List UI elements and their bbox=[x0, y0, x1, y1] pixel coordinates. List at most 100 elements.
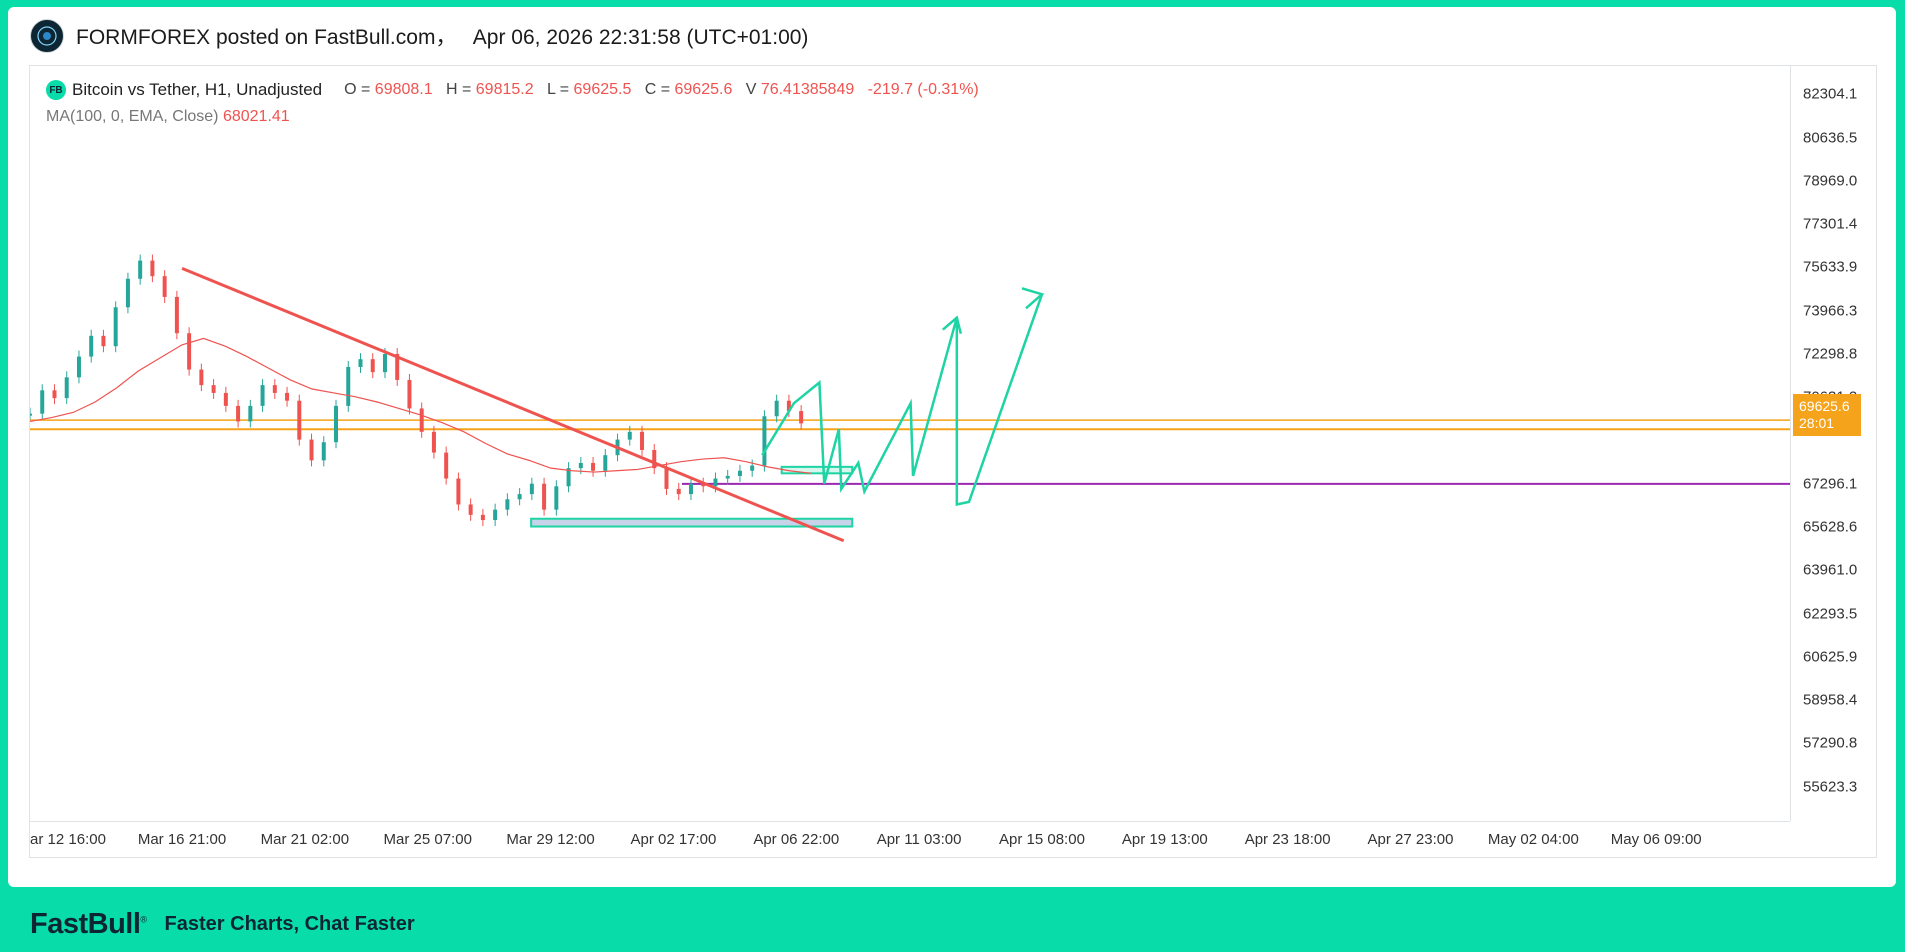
candle-body bbox=[370, 359, 375, 373]
candle-body bbox=[786, 400, 791, 412]
candle-body bbox=[76, 356, 81, 378]
y-tick-label: 65628.6 bbox=[1803, 518, 1858, 536]
candle-body bbox=[30, 413, 32, 416]
candle-body bbox=[223, 392, 228, 406]
x-tick-label: Mar 29 12:00 bbox=[506, 831, 595, 848]
support-zone bbox=[530, 517, 854, 528]
y-tick-label: 78969.0 bbox=[1803, 172, 1858, 190]
candle-body bbox=[199, 369, 204, 386]
candle-body bbox=[101, 335, 106, 347]
fastbull-logo[interactable]: FastBull® bbox=[30, 907, 147, 940]
chart-container[interactable]: 82304.1 80636.5 78969.0 77301.4 75633.9 73966… bbox=[29, 65, 1877, 858]
candle-body bbox=[799, 411, 804, 424]
candle-body bbox=[493, 509, 498, 521]
candle-body bbox=[664, 468, 669, 489]
candle-body bbox=[713, 478, 718, 487]
time-axis[interactable]: ar 12 16:00 Mar 16 21:00 Mar 21 02:00 Mar 2… bbox=[30, 821, 1790, 858]
candle-body bbox=[309, 439, 314, 461]
candle-body bbox=[627, 431, 632, 440]
candle-body bbox=[554, 486, 559, 510]
candle-body bbox=[40, 390, 45, 414]
candle-body bbox=[591, 462, 596, 471]
bar-countdown: 28:01 bbox=[1799, 415, 1835, 431]
candle-body bbox=[676, 488, 681, 495]
candle-body bbox=[762, 416, 767, 466]
candle-body bbox=[505, 499, 510, 510]
symbol-title[interactable]: Bitcoin vs Tether, H1, Unadjusted bbox=[72, 80, 323, 99]
candle-body bbox=[297, 400, 302, 440]
x-tick-label: Mar 25 07:00 bbox=[383, 831, 472, 848]
x-tick-label: Mar 21 02:00 bbox=[260, 831, 350, 848]
x-tick-label: May 06 09:00 bbox=[1610, 831, 1702, 848]
x-tick-label: May 02 04:00 bbox=[1487, 831, 1579, 848]
y-tick-label: 62293.5 bbox=[1803, 605, 1858, 623]
candle-body bbox=[321, 442, 326, 461]
candle-body bbox=[652, 449, 657, 469]
y-tick-label: 73966.3 bbox=[1803, 302, 1858, 320]
projection-path bbox=[761, 293, 1044, 507]
candle-body bbox=[358, 359, 363, 367]
ohlc-readout: O = 69808.1 H = 69815.2 L = 69625.5 C = … bbox=[344, 81, 979, 98]
candle-body bbox=[187, 333, 192, 370]
last-price-value: 69625.6 bbox=[1799, 398, 1850, 414]
chart-plot-area[interactable] bbox=[30, 66, 1790, 821]
candle-body bbox=[444, 452, 449, 479]
candle-body bbox=[113, 307, 118, 347]
y-tick-label: 72298.8 bbox=[1803, 345, 1858, 363]
y-tick-label: 82304.1 bbox=[1803, 85, 1858, 103]
change-readout: -219.7 (-0.31%) bbox=[867, 81, 979, 98]
candle-body bbox=[456, 478, 461, 505]
post-header: FORMFOREX posted on FastBull.com， Apr 06… bbox=[30, 18, 808, 54]
ma-line bbox=[30, 337, 812, 474]
candle-body bbox=[334, 405, 339, 443]
post-header-text: FORMFOREX posted on FastBull.com， Apr 06… bbox=[76, 26, 809, 49]
author-avatar[interactable] bbox=[30, 19, 64, 53]
candle-body bbox=[138, 260, 143, 279]
candle-body bbox=[701, 483, 706, 487]
y-tick-label: 77301.4 bbox=[1803, 215, 1858, 233]
footer-tagline: Faster Charts, Chat Faster bbox=[164, 912, 415, 935]
last-price-tag: 69625.6 28:01 bbox=[1793, 394, 1861, 436]
x-tick-label: Apr 15 08:00 bbox=[999, 831, 1085, 848]
y-tick-label: 58958.4 bbox=[1803, 691, 1858, 709]
y-tick-label: 63961.0 bbox=[1803, 561, 1858, 579]
candle-body bbox=[603, 455, 608, 471]
trendline bbox=[181, 266, 845, 543]
projection-arrowhead bbox=[942, 315, 963, 334]
candle-body bbox=[272, 385, 277, 393]
candle-body bbox=[737, 470, 742, 476]
candle-body bbox=[52, 390, 57, 399]
candle-body bbox=[395, 353, 400, 380]
x-tick-label: Apr 23 18:00 bbox=[1244, 831, 1331, 848]
candle-body bbox=[542, 483, 547, 510]
price-chart[interactable] bbox=[30, 66, 1790, 821]
candle-body bbox=[725, 475, 730, 479]
x-tick-label: Apr 02 17:00 bbox=[630, 831, 717, 848]
ma-indicator-label[interactable]: MA(100, 0, EMA, Close) 68021.41 bbox=[46, 108, 290, 125]
footer-bar: FastBull® Faster Charts, Chat Faster bbox=[30, 904, 415, 944]
candle-body bbox=[774, 400, 779, 417]
candle-body bbox=[517, 494, 522, 500]
y-tick-label: 60625.9 bbox=[1803, 648, 1858, 666]
x-tick-label: ar 12 16:00 bbox=[30, 831, 106, 848]
candle-body bbox=[174, 296, 179, 334]
x-tick-label: Apr 27 23:00 bbox=[1367, 831, 1454, 848]
x-tick-label: Apr 11 03:00 bbox=[876, 831, 962, 848]
price-axis[interactable]: 82304.1 80636.5 78969.0 77301.4 75633.9 73966… bbox=[1790, 66, 1877, 821]
candle-body bbox=[346, 366, 351, 406]
x-tick-label: Mar 16 21:00 bbox=[137, 831, 227, 848]
candle-body bbox=[162, 276, 167, 297]
chart-legend: FB Bitcoin vs Tether, H1, Unadjusted O =… bbox=[46, 80, 979, 126]
candle-body bbox=[431, 431, 436, 453]
candle-body bbox=[750, 465, 755, 471]
candle-body bbox=[529, 483, 534, 495]
candle-body bbox=[468, 504, 473, 515]
candle-body bbox=[211, 385, 216, 393]
y-tick-label: 80636.5 bbox=[1803, 129, 1858, 147]
candle-body bbox=[480, 514, 485, 521]
candle-body bbox=[89, 335, 94, 357]
y-tick-label: 75633.9 bbox=[1803, 258, 1858, 276]
candle-body bbox=[150, 260, 155, 277]
candle-body bbox=[688, 483, 693, 495]
candle-body bbox=[419, 408, 424, 432]
